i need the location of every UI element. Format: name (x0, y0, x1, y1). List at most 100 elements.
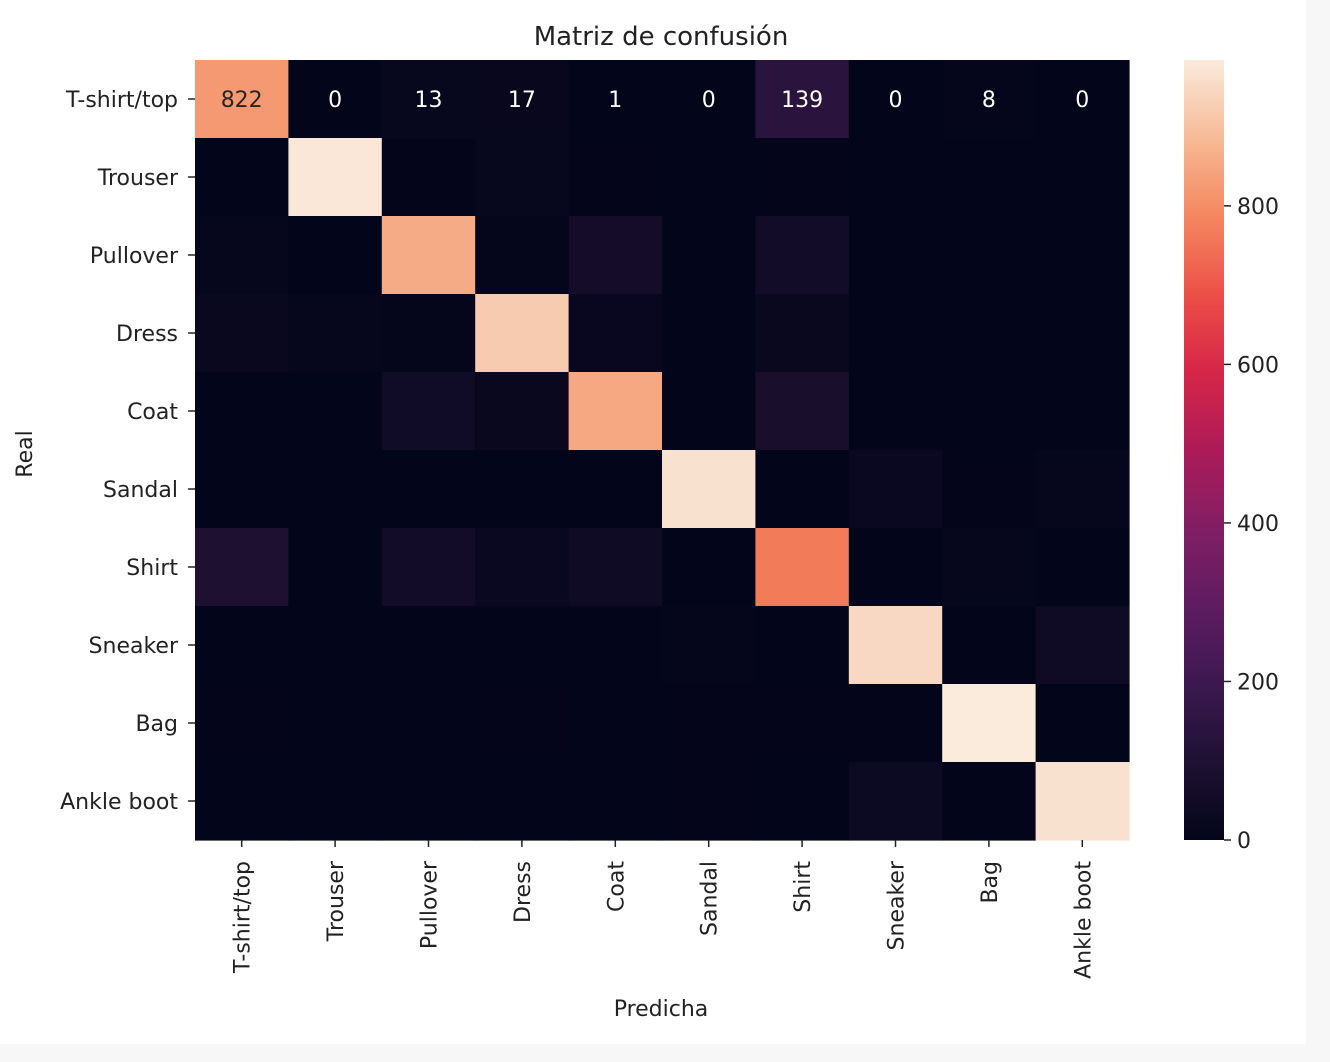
y-tick-label: Pullover (90, 244, 179, 269)
cell-annotation: 17 (508, 88, 536, 113)
heatmap-cell (848, 528, 943, 607)
heatmap-cell (1035, 294, 1130, 373)
heatmap-cell (942, 60, 1037, 139)
chart-title: Matriz de confusión (534, 22, 789, 52)
page-margin (1306, 0, 1330, 1062)
heatmap-cell (755, 294, 850, 373)
x-tick-label: Dress (511, 861, 536, 923)
heatmap-cell (381, 138, 476, 217)
heatmap-cell (662, 450, 756, 529)
heatmap-cell (1035, 138, 1130, 217)
heatmap-cell (288, 762, 383, 841)
x-tick-label: Coat (604, 861, 629, 912)
y-tick-label: Sneaker (89, 634, 179, 659)
heatmap-cell (755, 762, 850, 841)
cell-annotations: 822 0 13 17 1 0 139 0 8 0 (221, 88, 1090, 113)
x-tick-label: Ankle boot (1071, 861, 1096, 979)
y-tick-label: Sandal (103, 478, 178, 503)
heatmap-cell (475, 372, 570, 451)
colorbar-tick-label: 800 (1237, 195, 1279, 220)
heatmap-cell (942, 372, 1037, 451)
heatmap-cell (848, 372, 943, 451)
heatmap-cell (848, 684, 943, 763)
heatmap-cell (662, 606, 756, 685)
heatmap-cell (568, 138, 663, 217)
heatmap-cell (381, 684, 476, 763)
heatmap-cell (195, 762, 289, 841)
heatmap-cell (288, 684, 383, 763)
heatmap-cell (755, 138, 850, 217)
heatmap-cell (755, 606, 850, 685)
x-tick-label: Bag (978, 861, 1003, 904)
cell-annotation: 822 (221, 88, 263, 113)
x-tick-label: Sneaker (885, 860, 910, 950)
heatmap-cell (475, 138, 570, 217)
heatmap-cell (568, 60, 663, 139)
heatmap-cell (848, 138, 943, 217)
heatmap-cell (195, 684, 289, 763)
y-tick-label: T-shirt/top (65, 88, 178, 113)
y-tick-label: Dress (116, 322, 178, 347)
heatmap-cell (568, 528, 663, 607)
heatmap-cell (1035, 216, 1130, 295)
heatmap-cell (942, 216, 1037, 295)
cell-annotation: 0 (702, 88, 716, 113)
heatmap-cell (568, 606, 663, 685)
heatmap-cell (848, 216, 943, 295)
heatmap-cell (195, 60, 289, 139)
y-axis-label: Real (13, 430, 38, 477)
heatmap-cell (381, 294, 476, 373)
y-tick-label: Ankle boot (60, 790, 178, 815)
heatmap-cell (381, 216, 476, 295)
heatmap-cell (195, 138, 289, 217)
heatmap-cell (195, 606, 289, 685)
colorbar-tick-label: 0 (1237, 829, 1251, 854)
heatmap-cell (662, 294, 756, 373)
heatmap-cell (475, 216, 570, 295)
heatmap-cell (475, 684, 570, 763)
heatmap-cells (195, 60, 1130, 841)
cell-annotation: 8 (982, 88, 996, 113)
heatmap-cell (662, 138, 756, 217)
heatmap-cell (475, 450, 570, 529)
heatmap-cell (1035, 762, 1130, 841)
heatmap-cell (662, 762, 756, 841)
heatmap-cell (942, 762, 1037, 841)
heatmap-cell (288, 450, 383, 529)
x-tick-label: T-shirt/top (231, 861, 256, 974)
y-tick-label: Trouser (97, 166, 179, 191)
heatmap-cell (662, 372, 756, 451)
colorbar-tick-label: 200 (1237, 670, 1279, 695)
heatmap-cell (475, 528, 570, 607)
x-axis-ticks: T-shirt/top Trouser Pullover Dress Coat Sanda… (231, 840, 1096, 979)
x-tick-label: Sandal (698, 861, 723, 936)
heatmap-cell (381, 372, 476, 451)
heatmap-cell (662, 60, 756, 139)
heatmap-cell (195, 450, 289, 529)
y-tick-label: Coat (127, 400, 178, 425)
cell-annotation: 139 (781, 88, 823, 113)
heatmap-cell (848, 294, 943, 373)
heatmap-cell (848, 606, 943, 685)
heatmap-cell (1035, 606, 1130, 685)
heatmap-cell (1035, 684, 1130, 763)
y-tick-label: Bag (135, 712, 178, 737)
heatmap-cell (662, 684, 756, 763)
x-tick-label: Pullover (418, 860, 443, 949)
heatmap-cell (288, 60, 383, 139)
heatmap-cell (288, 294, 383, 373)
heatmap-cell (1035, 450, 1130, 529)
heatmap-cell (755, 372, 850, 451)
heatmap-cell (942, 528, 1037, 607)
colorbar-tick-label: 400 (1237, 512, 1279, 537)
x-axis-label: Predicha (614, 997, 709, 1022)
heatmap-cell (942, 138, 1037, 217)
cell-annotation: 0 (889, 88, 903, 113)
confusion-matrix-chart: Matriz de confusión Predicha Real 822 0 13… (13, 22, 1279, 1022)
heatmap-cell (755, 450, 850, 529)
heatmap-cell (288, 372, 383, 451)
cell-annotation: 0 (328, 88, 342, 113)
x-tick-label: Trouser (324, 860, 349, 942)
colorbar: 0 200 400 600 800 (1184, 60, 1279, 854)
colorbar-gradient (1184, 60, 1224, 840)
